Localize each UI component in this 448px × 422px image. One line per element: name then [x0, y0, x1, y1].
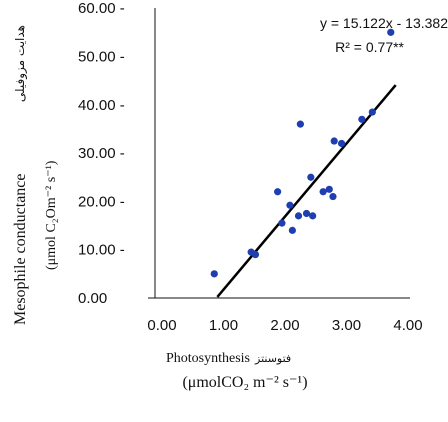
x-tick-label: 2.00 [270, 317, 299, 334]
x-tick-label: 3.00 [332, 317, 361, 334]
data-point [309, 212, 317, 220]
y-tick-label: 50.00 - [78, 49, 125, 66]
data-point [358, 115, 366, 123]
data-point [296, 120, 304, 128]
trendline-equation: y = 15.122x - 13.382 [320, 15, 448, 31]
y-axis-label-fa: هدایت مزوفیلی [13, 25, 28, 102]
y-tick-label: 0.00 [78, 290, 107, 307]
data-point [288, 226, 296, 234]
x-tick-label: 4.00 [393, 317, 422, 334]
x-axis-title: Photosynthesis فتوسنتز (μmolCO₂ m⁻² s⁻¹) [166, 351, 308, 391]
data-point [329, 192, 337, 201]
data-point [251, 250, 260, 259]
x-axis-label-fa: فتوسنتز [254, 352, 291, 365]
x-tick-label: 0.00 [147, 317, 176, 334]
data-point [286, 201, 294, 209]
data-point [307, 173, 315, 181]
data-point [210, 270, 218, 278]
trendline [216, 84, 397, 298]
data-point [294, 212, 303, 220]
x-axis-unit: (μmolCO₂ m⁻² s⁻¹) [182, 374, 307, 391]
x-tick-label: 1.00 [209, 317, 238, 334]
data-point [325, 185, 333, 193]
r-squared-label: R² = 0.77** [335, 39, 404, 55]
data-point [302, 209, 311, 218]
y-tick-label: 10.00 - [78, 242, 125, 259]
x-axis-label-en: Photosynthesis [166, 351, 250, 366]
y-tick-labels: 0.00 10.00 - 20.00 - 30.00 - 40.00 - 50.00 - 6… [78, 0, 125, 307]
data-point [368, 108, 376, 116]
y-tick-label: 20.00 - [78, 193, 125, 210]
y-axis-title: هدایت مزوفیلی Mesophile conductance (μmo… [12, 25, 59, 325]
data-point [274, 188, 282, 196]
data-points [210, 28, 395, 278]
x-tick-labels: 0.001.002.003.004.005.00 [147, 317, 422, 334]
data-point [387, 28, 395, 36]
y-axis-unit: (μmol C₂Om⁻² s⁻¹) [44, 160, 59, 270]
data-point [330, 137, 338, 145]
y-tick-label: 40.00 - [78, 97, 125, 114]
y-tick-label: 30.00 - [78, 145, 125, 162]
data-point [319, 188, 327, 196]
y-tick-label: 60.00 - [78, 0, 125, 17]
y-axis-label-en: Mesophile conductance [12, 174, 29, 326]
data-point [278, 219, 286, 227]
data-point [337, 139, 346, 148]
